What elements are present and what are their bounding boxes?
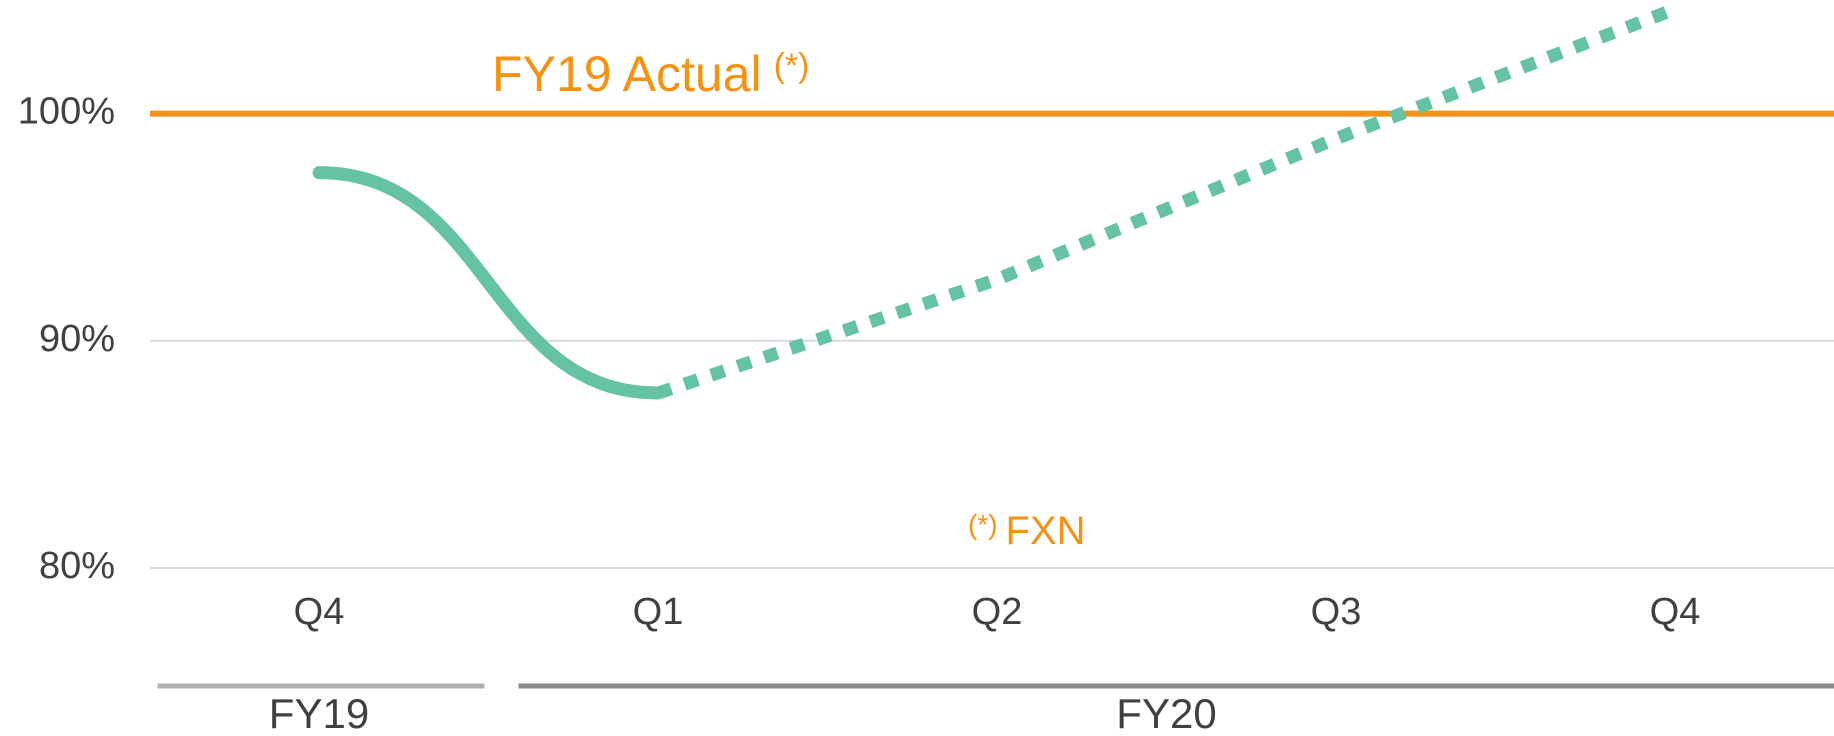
reference-label-text: FY19 Actual <box>492 46 762 102</box>
group-label: FY20 <box>1116 690 1216 736</box>
x-tick-label: Q4 <box>294 591 345 633</box>
group-label: FY19 <box>269 690 369 736</box>
x-tick-label: Q4 <box>1650 591 1701 633</box>
reference-label: FY19 Actual (*) <box>492 46 810 102</box>
x-tick-label: Q3 <box>1311 591 1362 633</box>
note-text: FXN <box>1006 509 1086 553</box>
x-tick-label: Q1 <box>633 591 684 633</box>
reference-label-marker: (*) <box>774 47 810 85</box>
x-tick-label: Q2 <box>972 591 1023 633</box>
note-marker: (*) <box>968 509 998 540</box>
y-tick-label: 90% <box>39 318 115 360</box>
y-tick-label: 100% <box>18 91 115 133</box>
series-line <box>312 166 665 400</box>
note: (*) FXN <box>968 509 1086 553</box>
series-line <box>655 3 1678 400</box>
y-tick-label: 80% <box>39 545 115 587</box>
